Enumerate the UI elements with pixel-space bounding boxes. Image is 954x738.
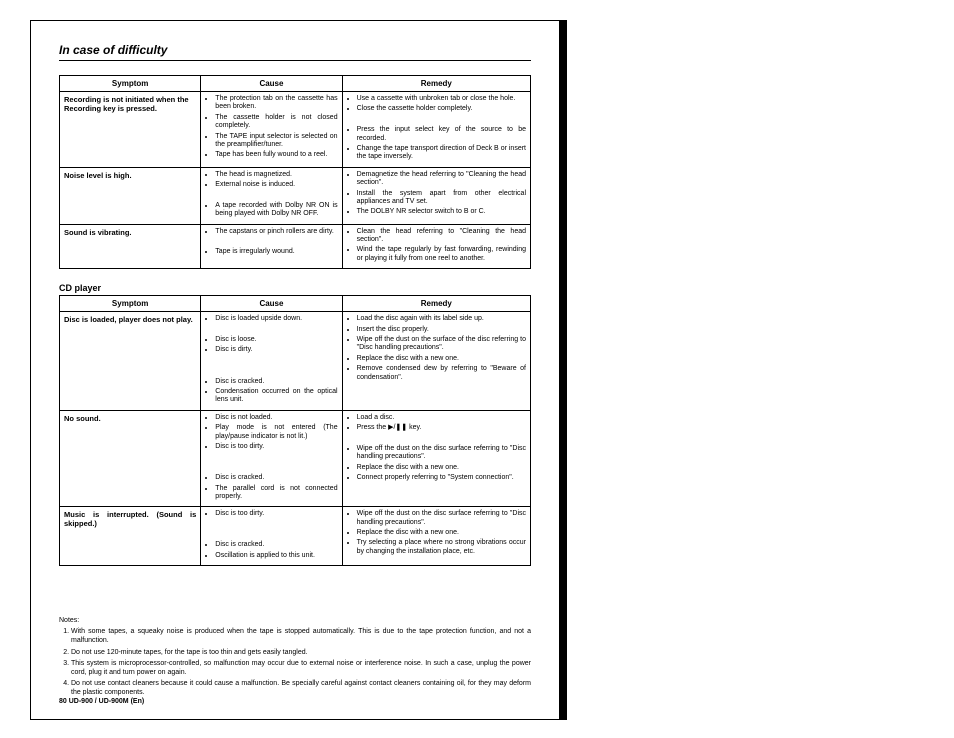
list-item: Condensation occurred on the optical len… [215,388,337,405]
list-item: The protection tab on the cassette has b… [215,95,337,112]
symptom-cell: No sound. [60,410,201,507]
list-item: The DOLBY NR selector switch to B or C. [357,208,526,216]
remedy-cell: Demagnetize the head referring to "Clean… [342,167,530,224]
list-item: The parallel cord is not connected prope… [215,485,337,502]
list-item: Tape is irregularly wound. [215,248,337,256]
cause-cell: Disc is loaded upside down. Disc is loos… [201,312,342,411]
list-item: Disc is loose. [215,336,337,344]
list-item [357,116,526,124]
list-item: Demagnetize the head referring to "Clean… [357,171,526,188]
table-row: No sound. Disc is not loaded. Play mode is… [60,410,531,507]
list-item: Play mode is not entered (The play/pause… [215,424,337,441]
troubleshoot-table-2: Symptom Cause Remedy Disc is loaded, pla… [59,295,531,566]
list-item [357,435,526,443]
list-item [215,192,337,200]
note-item: Do not use contact cleaners because it c… [71,679,531,697]
list-item [215,238,337,246]
list-item: A tape recorded with Dolby NR ON is bein… [215,202,337,219]
remedy-cell: Clean the head referring to "Cleaning th… [342,224,530,269]
symptom-cell: Sound is vibrating. [60,224,201,269]
table-row: Recording is not initiated when the Reco… [60,92,531,168]
list-item: Try selecting a place where no strong vi… [357,539,526,556]
list-item [215,521,337,529]
col-remedy: Remedy [342,76,530,92]
list-item: Disc is not loaded. [215,414,337,422]
list-item: The head is magnetized. [215,171,337,179]
note-item: This system is microprocessor-controlled… [71,659,531,677]
list-item: Connect properly referring to "System co… [357,474,526,482]
list-item: External noise is induced. [215,181,337,189]
list-item [215,326,337,334]
manual-page: In case of difficulty Symptom Cause Reme… [30,20,560,720]
list-item: Load the disc again with its label side … [357,315,526,323]
cause-cell: The capstans or pinch rollers are dirty.… [201,224,342,269]
symptom-cell: Recording is not initiated when the Reco… [60,92,201,168]
list-item: Disc is loaded upside down. [215,315,337,323]
list-item: Oscillation is applied to this unit. [215,552,337,560]
col-symptom: Symptom [60,296,201,312]
symptom-cell: Music is interrupted. (Sound is skipped.… [60,507,201,566]
page-footer: 80 UD-900 / UD-900M (En) [59,698,144,705]
col-cause: Cause [201,296,342,312]
list-item: Disc is cracked. [215,541,337,549]
notes-block: Notes: With some tapes, a squeaky noise … [59,616,531,697]
notes-label: Notes: [59,617,79,624]
list-item: The TAPE input selector is selected on t… [215,133,337,150]
list-item: Disc is cracked. [215,474,337,482]
remedy-cell: Wipe off the dust on the disc surface re… [342,507,530,566]
list-item: Replace the disc with a new one. [357,464,526,472]
col-remedy: Remedy [342,296,530,312]
list-item: Replace the disc with a new one. [357,355,526,363]
list-item: Press the input select key of the source… [357,126,526,143]
cause-cell: Disc is too dirty. Disc is cracked. Oscil… [201,507,342,566]
list-item: Insert the disc properly. [357,326,526,334]
list-item: Wipe off the dust on the surface of the … [357,336,526,353]
list-item: Replace the disc with a new one. [357,529,526,537]
list-item: Install the system apart from other elec… [357,190,526,207]
list-item: Wipe off the dust on the disc surface re… [357,445,526,462]
list-item: Disc is too dirty. [215,443,337,451]
cause-cell: The protection tab on the cassette has b… [201,92,342,168]
remedy-cell: Use a cassette with unbroken tab or clos… [342,92,530,168]
table-row: Music is interrupted. (Sound is skipped.… [60,507,531,566]
list-item: Load a disc. [357,414,526,422]
symptom-cell: Noise level is high. [60,167,201,224]
list-item [215,357,337,365]
list-item: Close the cassette holder completely. [357,105,526,113]
list-item: Wipe off the dust on the disc surface re… [357,510,526,527]
list-item: Clean the head referring to "Cleaning th… [357,228,526,245]
page-title: In case of difficulty [59,43,531,61]
note-item: With some tapes, a squeaky noise is prod… [71,627,531,645]
troubleshoot-table-1: Symptom Cause Remedy Recording is not in… [59,75,531,269]
note-item: Do not use 120-minute tapes, for the tap… [71,648,531,657]
cause-cell: Disc is not loaded. Play mode is not ente… [201,410,342,507]
list-item: Use a cassette with unbroken tab or clos… [357,95,526,103]
table-row: Disc is loaded, player does not play.Dis… [60,312,531,411]
list-item: Remove condensed dew by referring to "Be… [357,365,526,382]
notes-list: With some tapes, a squeaky noise is prod… [59,627,531,697]
page-shadow-edge [560,20,567,720]
list-item: The cassette holder is not closed comple… [215,114,337,131]
col-symptom: Symptom [60,76,201,92]
list-item [215,531,337,539]
remedy-cell: Load the disc again with its label side … [342,312,530,411]
list-item: Wind the tape regularly by fast forwardi… [357,246,526,263]
list-item: Change the tape transport direction of D… [357,145,526,162]
list-item [215,367,337,375]
list-item: Disc is dirty. [215,346,337,354]
col-cause: Cause [201,76,342,92]
list-item [215,464,337,472]
list-item: Disc is cracked. [215,378,337,386]
list-item: Press the ▶/❚❚ key. [357,424,526,432]
table-row: Noise level is high.The head is magnetiz… [60,167,531,224]
remedy-cell: Load a disc. Press the ▶/❚❚ key. Wipe off… [342,410,530,507]
list-item: The capstans or pinch rollers are dirty. [215,228,337,236]
symptom-cell: Disc is loaded, player does not play. [60,312,201,411]
table-row: Sound is vibrating.The capstans or pinch… [60,224,531,269]
section-cd-player: CD player [59,283,531,293]
list-item: Disc is too dirty. [215,510,337,518]
list-item: Tape has been fully wound to a reel. [215,151,337,159]
cause-cell: The head is magnetized. External noise is… [201,167,342,224]
list-item [215,453,337,461]
